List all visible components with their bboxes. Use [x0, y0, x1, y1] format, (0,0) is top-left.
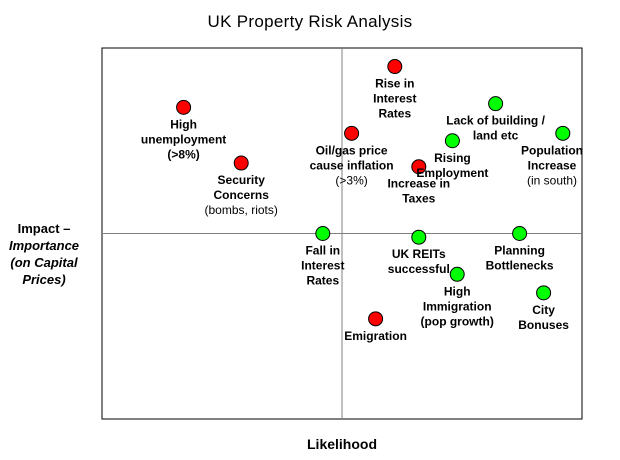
point-rising-employment [444, 133, 460, 149]
label-oil-gas-price-line-1: Oil/gas price [316, 143, 388, 157]
label-rising-employment-line-1: Rising [434, 151, 471, 165]
label-high-unemployment: High unemployment (>8%) [141, 117, 226, 161]
point-city-bonuses [536, 285, 552, 301]
point-increase-in-taxes [411, 159, 427, 175]
label-security-concerns: Security Concerns (bombs, riots) [205, 173, 278, 217]
point-emigration [368, 311, 384, 327]
label-fall-in-interest-rates-line-2: Interest [301, 259, 344, 273]
label-security-concerns-line-1: Security [218, 173, 266, 187]
label-population-increase-line-1: Population [521, 143, 583, 157]
label-high-immigration: High Immigration (pop growth) [421, 284, 494, 328]
label-rising-employment-line-2: Employment [416, 166, 488, 180]
point-lack-of-building [488, 96, 504, 112]
label-high-unemployment-line-3: (>8%) [167, 147, 199, 161]
label-rising-employment: Rising Employment [416, 151, 488, 180]
x-axis-label: Likelihood [307, 436, 377, 452]
label-fall-in-interest-rates-line-3: Rates [306, 274, 339, 288]
point-high-immigration [449, 266, 465, 282]
label-population-increase-line-3: (in south) [527, 173, 577, 187]
label-rise-in-interest-rates-line-1: Rise in [375, 77, 414, 91]
point-population-increase [555, 125, 571, 141]
point-uk-reits-successful [411, 229, 427, 245]
label-increase-in-taxes-line-2: Taxes [402, 192, 435, 206]
label-high-unemployment-line-1: High [170, 117, 197, 131]
label-security-concerns-line-3: (bombs, riots) [205, 203, 278, 217]
y-axis-label: Impact – Importance (on Capital Prices) [0, 220, 88, 288]
label-city-bonuses-line-1: City [532, 303, 555, 317]
label-uk-reits-successful-line-2: successful [388, 262, 450, 276]
label-oil-gas-price: Oil/gas price cause inflation (>3%) [310, 143, 394, 187]
label-rise-in-interest-rates-line-2: Interest [373, 92, 416, 106]
label-oil-gas-price-line-2: cause inflation [310, 158, 394, 172]
label-planning-bottlenecks-line-1: Planning [494, 244, 545, 258]
label-high-immigration-line-3: (pop growth) [421, 314, 494, 328]
label-increase-in-taxes: Increase in Taxes [387, 177, 450, 206]
label-uk-reits-successful: UK REITs successful [388, 247, 450, 276]
label-emigration-line-1: Emigration [344, 329, 407, 343]
label-uk-reits-successful-line-1: UK REITs [392, 247, 446, 261]
label-high-immigration-line-1: High [444, 284, 471, 298]
label-emigration: Emigration [344, 329, 407, 343]
label-security-concerns-line-2: Concerns [214, 188, 270, 202]
label-rise-in-interest-rates: Rise in Interest Rates [373, 77, 416, 121]
label-lack-of-building-line-1: Lack of building / [446, 114, 545, 128]
point-high-unemployment [176, 99, 192, 115]
label-high-immigration-line-2: Immigration [423, 299, 492, 313]
label-fall-in-interest-rates-line-1: Fall in [305, 244, 340, 258]
point-oil-gas-price [344, 125, 360, 141]
label-population-increase: Population Increase (in south) [521, 143, 583, 187]
y-axis-label-line3: (on Capital Prices) [10, 255, 78, 287]
label-city-bonuses-line-2: Bonuses [518, 318, 569, 332]
point-fall-in-interest-rates [315, 226, 331, 241]
point-security-concerns [233, 155, 249, 171]
point-rise-in-interest-rates [387, 59, 403, 75]
label-city-bonuses: City Bonuses [518, 303, 569, 332]
label-population-increase-line-2: Increase [528, 158, 577, 172]
label-planning-bottlenecks: Planning Bottlenecks [486, 244, 554, 273]
label-lack-of-building-line-2: land etc [473, 129, 519, 143]
point-planning-bottlenecks [512, 226, 528, 241]
label-lack-of-building: Lack of building / land etc [446, 114, 545, 143]
label-planning-bottlenecks-line-2: Bottlenecks [486, 259, 554, 273]
label-rise-in-interest-rates-line-3: Rates [378, 107, 411, 121]
label-increase-in-taxes-line-1: Increase in [387, 177, 450, 191]
y-axis-label-main: Impact – [17, 221, 71, 236]
y-axis-label-line2: Importance [8, 238, 80, 253]
chart-title: UK Property Risk Analysis [207, 12, 413, 31]
label-oil-gas-price-line-3: (>3%) [335, 173, 367, 187]
label-fall-in-interest-rates: Fall in Interest Rates [301, 244, 344, 288]
label-high-unemployment-line-2: unemployment [141, 132, 226, 146]
